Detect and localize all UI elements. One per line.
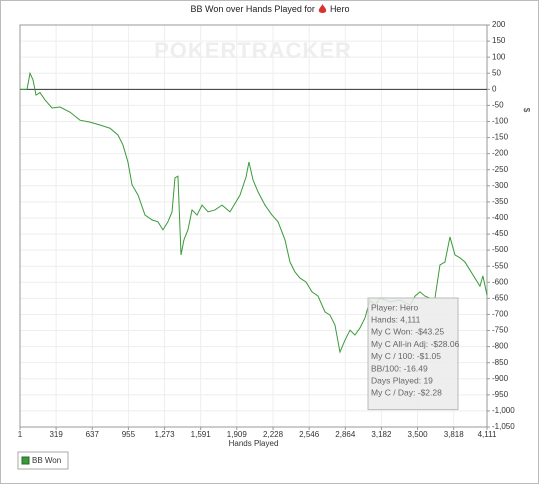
x-tick-label: 3,182 (371, 430, 392, 439)
y-tick-label: -850 (492, 358, 509, 367)
y-tick-label: -250 (492, 165, 509, 174)
y-tick-label: -600 (492, 277, 509, 286)
y-tick-label: -50 (492, 101, 504, 110)
y-tick-label: -500 (492, 245, 509, 254)
tooltip-box (367, 297, 459, 411)
x-tick-label: 1,591 (191, 430, 212, 439)
y-tick-label: -1,000 (492, 406, 515, 415)
y-tick-label: -350 (492, 197, 509, 206)
y-tick-label: 50 (492, 68, 501, 77)
tooltip-line: Hands: 4,111 (371, 314, 421, 324)
y-tick-label: 200 (492, 20, 506, 29)
y-tick-label: -900 (492, 374, 509, 383)
legend-label: BB Won (32, 456, 61, 465)
x-tick-label: 319 (49, 430, 63, 439)
x-tick-label: 2,228 (263, 430, 284, 439)
tooltip-line: My C Won: -$43.25 (371, 327, 444, 337)
plot-border (19, 24, 488, 428)
x-tick-label: 2,864 (335, 430, 356, 439)
y-tick-label: -300 (492, 181, 509, 190)
x-tick-label: 2,546 (299, 430, 320, 439)
y-tick-label: 100 (492, 52, 506, 61)
x-tick-label: 1,909 (227, 430, 248, 439)
x-tick-label: 4,111 (478, 430, 497, 439)
legend-swatch (21, 456, 30, 465)
y-tick-label: -1,050 (492, 422, 515, 431)
y-tick-label: -800 (492, 342, 509, 351)
x-tick-label: 3,500 (408, 430, 429, 439)
y-axis-label: $ (522, 108, 531, 113)
y-tick-label: -550 (492, 261, 509, 270)
series-line (20, 71, 488, 354)
y-tick-label: -750 (492, 326, 509, 335)
y-tick-label: -200 (492, 149, 509, 158)
y-tick-label: -650 (492, 293, 509, 302)
y-tick-label: 0 (492, 84, 497, 93)
legend-box (17, 451, 69, 470)
x-tick-label: 637 (86, 430, 100, 439)
y-tick-label: 150 (492, 36, 506, 45)
player-name: Hero (329, 4, 350, 14)
x-tick-label: 1,273 (155, 430, 176, 439)
tooltip-line: My C / 100: -$1.05 (371, 351, 441, 361)
tooltip-line: BB/100: -16.49 (371, 363, 428, 373)
y-tick-label: -400 (492, 213, 509, 222)
tooltip-line: My C / Day: -$2.28 (371, 388, 442, 398)
x-tick-label: 955 (122, 430, 136, 439)
x-axis-label: Hands Played (229, 439, 279, 448)
tooltip-line: Days Played: 19 (371, 375, 433, 385)
y-tick-label: -450 (492, 229, 509, 238)
x-tick-label: 1 (18, 430, 23, 439)
tooltip-line: Player: Hero (371, 302, 419, 312)
title-row: BB Won over Hands Played for Hero (0, 4, 540, 14)
watermark: POKERTRACKER (154, 38, 352, 63)
chart-title: BB Won over Hands Played for (190, 4, 315, 14)
y-tick-label: -100 (492, 117, 509, 126)
y-tick-label: -950 (492, 390, 509, 399)
player-icon (318, 4, 327, 13)
x-tick-label: 3,818 (444, 430, 465, 439)
y-tick-label: -700 (492, 310, 509, 319)
tooltip-line: My C All-in Adj: -$28.06 (371, 339, 460, 349)
y-tick-label: -150 (492, 133, 509, 142)
